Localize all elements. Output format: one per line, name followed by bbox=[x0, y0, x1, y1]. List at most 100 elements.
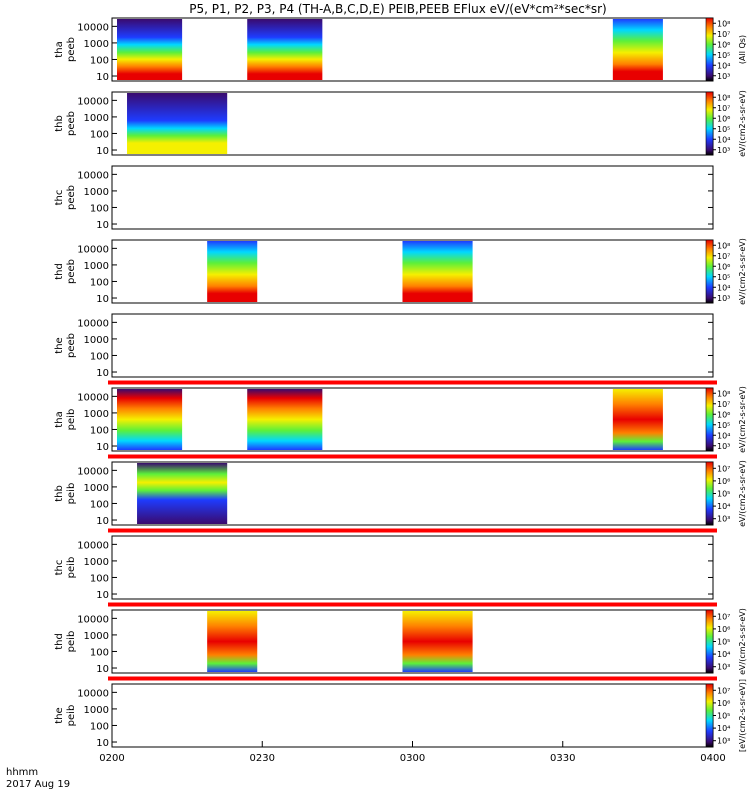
colorbar-tick-label: 10³ bbox=[717, 663, 730, 672]
panel-probe-label: thb bbox=[54, 115, 65, 132]
y-tick-label: 10 bbox=[96, 72, 109, 83]
colorbar-tick-label: 10⁸ bbox=[717, 19, 730, 28]
y-tick-label: 1000 bbox=[84, 631, 109, 642]
x-tick-label: 0230 bbox=[250, 753, 275, 764]
colorbar-tick-label: 10⁴ bbox=[717, 650, 730, 659]
x-tick-label: 0300 bbox=[400, 753, 425, 764]
x-axis-label-date: 2017 Aug 19 bbox=[6, 779, 70, 790]
panel-probe-label: thd bbox=[54, 263, 65, 280]
panel-thc-peeb: 10 100 1000 10000 thc peeb bbox=[54, 165, 714, 231]
colorbar-label: [eV/(cm2-s-sr-eV)] bbox=[738, 679, 747, 752]
panel-probe-label: thc bbox=[54, 190, 65, 206]
colorbar-tick-label: 10³ bbox=[717, 294, 730, 303]
time-axis: hhmm 2017 Aug 19 0200 0230 0300 0330 0400 bbox=[6, 741, 726, 790]
panel-probe-label: the bbox=[54, 707, 65, 723]
y-tick-label: 100 bbox=[90, 277, 109, 288]
colorbar-tick-label: 10⁶ bbox=[717, 114, 730, 123]
y-tick-label: 10 bbox=[96, 590, 109, 601]
gap-band bbox=[108, 380, 717, 385]
panel-probe-label: thd bbox=[54, 633, 65, 650]
colorbar-tick-label: 10⁴ bbox=[717, 135, 730, 144]
colorbar bbox=[705, 91, 714, 156]
spectrogram-block-0340-0350 bbox=[612, 19, 663, 80]
y-tick-label: 10000 bbox=[77, 170, 109, 181]
y-tick-label: 1000 bbox=[84, 113, 109, 124]
colorbar-tick-label: 10⁵ bbox=[717, 638, 730, 647]
colorbar-tick-label: 10⁵ bbox=[717, 712, 730, 721]
panel-product-label: peeb bbox=[66, 37, 77, 62]
panel-product-label: peib bbox=[66, 705, 77, 727]
colorbar bbox=[705, 683, 714, 748]
colorbar-tick-label: 10³ bbox=[717, 737, 730, 746]
spectrogram-block-0205-0223 bbox=[137, 463, 228, 524]
colorbar bbox=[705, 609, 714, 674]
colorbar bbox=[705, 387, 714, 452]
y-tick-label: 1000 bbox=[84, 705, 109, 716]
colorbar-tick-label: 10⁷ bbox=[717, 104, 730, 113]
panel-probe-label: thb bbox=[54, 485, 65, 502]
y-tick-label: 10 bbox=[96, 220, 109, 231]
colorbar-tick-label: 10³ bbox=[717, 515, 730, 524]
colorbar-tick-label: 10⁸ bbox=[717, 389, 730, 398]
colorbar-label: eV/(cm2-s-sr-eV) bbox=[738, 238, 747, 305]
y-tick-label: 1000 bbox=[84, 409, 109, 420]
gap-band bbox=[108, 676, 717, 681]
spectrogram-block-0340-0350 bbox=[612, 389, 663, 450]
colorbar-tick-label: 10⁵ bbox=[717, 490, 730, 499]
colorbar-tick-label: 10⁴ bbox=[717, 502, 730, 511]
y-tick-label: 10000 bbox=[77, 318, 109, 329]
colorbar-tick-label: 10⁶ bbox=[717, 477, 730, 486]
spectrogram-block-0227-0242 bbox=[247, 19, 323, 80]
y-tick-label: 1000 bbox=[84, 557, 109, 568]
panel-the-peib: 10 100 1000 10000 the peib 10³ 10⁴ 10⁵ 10⁶ 10⁷ [eV/… bbox=[54, 679, 747, 752]
colorbar-tick-label: 10⁷ bbox=[717, 400, 730, 409]
y-tick-label: 10000 bbox=[77, 22, 109, 33]
colorbar-label: eV/(cm2-s-sr-eV) bbox=[738, 90, 747, 157]
spectrogram-block-0201-0214 bbox=[117, 389, 183, 450]
y-tick-label: 10000 bbox=[77, 688, 109, 699]
y-tick-label: 100 bbox=[90, 499, 109, 510]
colorbar-label: eV/(cm2-s-sr-eV) bbox=[738, 608, 747, 675]
y-tick-label: 100 bbox=[90, 721, 109, 732]
spectrogram-block-0258-0312 bbox=[402, 241, 473, 302]
gap-band bbox=[108, 454, 717, 459]
colorbar-label: (All Qs) bbox=[738, 35, 747, 64]
y-tick-label: 10 bbox=[96, 738, 109, 749]
colorbar-tick-label: 10⁷ bbox=[717, 464, 730, 473]
colorbar bbox=[705, 239, 714, 304]
panel-product-label: peeb bbox=[66, 111, 77, 136]
x-tick-label: 0400 bbox=[700, 753, 725, 764]
y-tick-label: 100 bbox=[90, 351, 109, 362]
colorbar-tick-label: 10⁷ bbox=[717, 252, 730, 261]
colorbar-tick-label: 10³ bbox=[717, 442, 730, 451]
y-tick-label: 100 bbox=[90, 573, 109, 584]
colorbar-tick-label: 10⁶ bbox=[717, 410, 730, 419]
colorbar-tick-label: 10⁷ bbox=[717, 686, 730, 695]
panel-product-label: peib bbox=[66, 483, 77, 505]
x-tick-label: 0200 bbox=[99, 753, 124, 764]
colorbar-tick-label: 10⁵ bbox=[717, 125, 730, 134]
panel-the-peeb: 10 100 1000 10000 the peeb bbox=[54, 313, 714, 379]
panel-product-label: peeb bbox=[66, 333, 77, 358]
y-tick-label: 10 bbox=[96, 368, 109, 379]
panel-product-label: peib bbox=[66, 409, 77, 431]
colorbar-tick-label: 10⁴ bbox=[717, 61, 730, 70]
colorbar-tick-label: 10³ bbox=[717, 72, 730, 81]
gap-band bbox=[108, 528, 717, 533]
y-tick-label: 100 bbox=[90, 129, 109, 140]
spectrogram-block-0201-0214 bbox=[117, 19, 183, 80]
colorbar-tick-label: 10⁵ bbox=[717, 273, 730, 282]
y-tick-label: 1000 bbox=[84, 261, 109, 272]
panel-frame bbox=[111, 165, 714, 230]
y-tick-label: 100 bbox=[90, 425, 109, 436]
panel-thc-peib: 10 100 1000 10000 thc peib bbox=[54, 535, 714, 601]
panel-frame bbox=[111, 683, 714, 748]
panel-frame bbox=[111, 313, 714, 378]
spectrogram-block-0227-0242 bbox=[247, 389, 323, 450]
panel-product-label: peeb bbox=[66, 185, 77, 210]
